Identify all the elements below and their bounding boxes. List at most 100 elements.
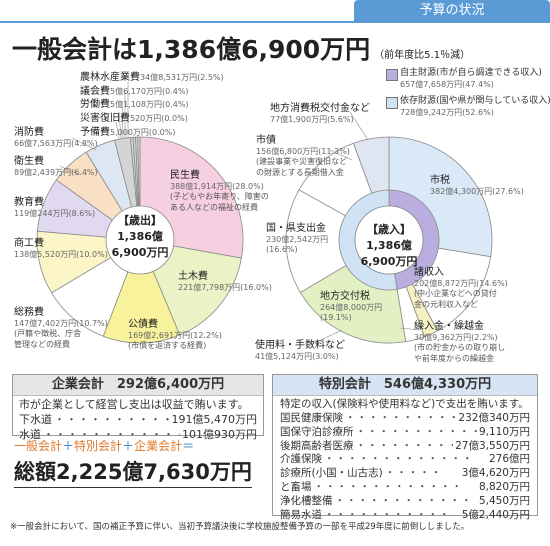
special-row-dots: ・・・・・・・・・・・・・ [313, 481, 463, 494]
label-kosai: 公債費 169億2,691万円(12.2%) (市債を返済する経費) [128, 318, 222, 352]
label-shoko: 商工費 138億5,520万円(10.0%) [14, 237, 108, 260]
leader-lines [59, 82, 431, 346]
legend-izon-value: 728億9,242万円(52.6%) [400, 107, 494, 117]
label-somu-name: 総務費 [14, 307, 44, 318]
leader-line-11 [417, 274, 431, 291]
label-kyoiku: 教育費 119億244万円(8.6%) [14, 196, 95, 219]
label-shizei-name: 市税 [430, 175, 450, 186]
label-kyoiku-name: 教育費 [14, 197, 44, 208]
pie-charts [36, 82, 493, 346]
enterprise-row-value: 101億930万円 [182, 427, 257, 441]
label-shisai: 市債 156億6,800万円(11.3%) (建設事業や災害復旧など の財源とす… [256, 134, 350, 178]
special-row-value: 5,450万円 [478, 495, 530, 508]
legend-izon: 依存財源(国や県が関与している収入) 728億9,242万円(52.6%) [386, 96, 550, 118]
special-row-dots: ・・・・・・・・・・・・・ [324, 453, 474, 466]
leader-line-9 [309, 329, 343, 346]
legend-jishu-name: 自主財源(市が自ら調達できる収入) [400, 68, 542, 78]
label-kokenshishutsu-sub: (16.6%) [266, 245, 298, 255]
special-row-value: 27億3,550万円 [455, 439, 530, 452]
leader-line-6 [59, 165, 81, 176]
enterprise-row-dots: ・・・・・・・・・・・・・・・・・ [43, 427, 180, 441]
label-minsei-value: 388億1,914万円(28.0%) [170, 182, 264, 191]
label-shobo-value: 66億7,563万円(4.8%) [14, 139, 98, 148]
label-shizei: 市税 382億4,300万円(27.6%) [430, 174, 524, 197]
leader-line-2 [121, 101, 124, 139]
special-row: 後期高齢者医療 ・・・・・・・・・ 27億3,550万円 [280, 440, 530, 454]
special-account-title: 特別会計 546億4,330万円 [273, 375, 537, 396]
total-eq-plus-1: ＋ [62, 439, 75, 453]
leader-line-7 [349, 111, 369, 141]
enterprise-row: 下水道 ・・・・・・・・・・・・・・・・ 191億5,470万円 [19, 413, 257, 428]
total-eq-plus-2: ＋ [122, 439, 135, 453]
label-kofuzei-value: 264億8,000万円 [320, 303, 383, 312]
label-doboku-value: 221億7,798万円(16.0%) [178, 283, 272, 292]
special-row: 浄化槽整備 ・・・・・・・・・・・・ 5,450万円 [280, 495, 530, 509]
label-yobi-value: 5,000万円(0.0%) [110, 127, 176, 137]
label-kofuzei: 地方交付税 264億8,000万円 (19.1%) [320, 290, 382, 324]
section-tab: 予算の状況 [354, 0, 550, 22]
expenditure-center-amount-2: 6,900万円 [111, 246, 169, 259]
label-shisai-sub-2: の財源とする長期借入金 [256, 167, 344, 177]
title-note: （前年度比5.1％減） [374, 50, 471, 61]
label-shiyoryo-value: 41億5,124万円(3.0%) [255, 352, 339, 361]
expenditure-slice-2 [102, 238, 181, 344]
special-row-value: 232億340万円 [458, 411, 530, 424]
legend-jishu: 自主財源(市が自ら調達できる収入) 657億7,658万円(47.4%) [386, 68, 542, 90]
label-kosai-value: 169億2,691万円(12.2%) [128, 331, 222, 340]
special-row-value: 8,820万円 [478, 481, 530, 494]
special-row-value: 5億2,440万円 [461, 508, 530, 521]
label-eisei-value: 89億2,439万円(6.4%) [14, 168, 98, 177]
special-row-dots: ・・・・・・・・・・・・ [355, 425, 477, 438]
revenue-inner-ring [338, 189, 440, 291]
revenue-slice-5 [285, 189, 390, 293]
label-rodo-name: 労働費 [80, 99, 110, 111]
expenditure-center-amount-1: 1,386億 [117, 230, 163, 243]
special-row-name: 浄化槽整備 [280, 495, 333, 508]
label-rodo-value: 5億1,108万円(0.4%) [110, 100, 189, 110]
expenditure-center: 【歳出】 1,386億 6,900万円 [108, 212, 172, 260]
special-account-box: 特別会計 546億4,330万円 特定の収入(保険料や使用料など)で支出を賄いま… [272, 374, 538, 521]
label-shobo: 消防費 66億7,563万円(4.8%) [14, 126, 98, 149]
enterprise-row: 水道 ・・・・・・・・・・・・・・・・・ 101億930万円 [19, 428, 257, 443]
label-shoshunyu: 諸収入 202億8,872万円(14.6%) (中小企業などへの貸付 金の元利収… [414, 266, 508, 310]
total-equation: 一般会計＋特別会計＋企業会計＝ [14, 437, 194, 454]
label-somu: 総務費 147億7,402万円(10.7%) (戸籍や徴税、庁舎 管理などの経費 [14, 306, 108, 350]
special-row-name: 診療所(小国・山古志) [280, 467, 383, 480]
expenditure-pie [36, 136, 244, 344]
label-somu-sub-2: 管理などの経費 [14, 339, 70, 349]
label-chihoshohizei-value: 77億1,900万円(5.6%) [270, 115, 354, 124]
revenue-center-amount-2: 6,900万円 [360, 255, 418, 268]
special-row-value: 9,110万円 [478, 425, 530, 438]
label-somu-sub-1: (戸籍や徴税、庁舎 [14, 329, 82, 339]
label-shobo-name: 消防費 [14, 127, 44, 138]
label-chihoshohizei-name: 地方消費税交付金など [270, 103, 370, 114]
special-row: 診療所(小国・山古志) ・・・・・ 3億4,620万円 [280, 467, 530, 481]
label-kokenshishutsu-name: 国・県支出金 [266, 223, 326, 234]
total-eq-sign: ＝ [182, 439, 195, 453]
expenditure-slice-1 [139, 239, 242, 336]
total-eq-enterprise: 企業会計 [134, 439, 183, 453]
label-shisai-sub-1: (建設事業や災害復旧など [256, 157, 348, 167]
special-account-desc: 特定の収入(保険料や使用料など)で支出を賄います。 [280, 398, 529, 410]
label-norin-value: 34億8,531万円(2.5%) [140, 73, 224, 82]
special-row-name: 介護保険 [280, 453, 322, 466]
label-kurikomi-sub-2: や前年度からの繰越金 [414, 353, 494, 363]
special-row: 介護保険 ・・・・・・・・・・・・・ 276億円 [280, 453, 530, 467]
label-kosai-name: 公債費 [128, 319, 158, 330]
label-chihoshohizei: 地方消費税交付金など 77億1,900万円(5.6%) [270, 102, 370, 125]
label-kokenshishutsu-value: 230億2,542万円 [266, 235, 329, 244]
label-shizei-value: 382億4,300万円(27.6%) [430, 187, 524, 196]
label-kosai-sub: (市債を返済する経費) [128, 341, 207, 351]
expenditure-center-head: 【歳出】 [118, 214, 162, 227]
special-row: と畜場 ・・・・・・・・・・・・・ 8,820万円 [280, 481, 530, 495]
enterprise-row-value: 191億5,470万円 [171, 412, 258, 426]
label-saigai-name: 災害復旧費 [80, 113, 130, 125]
label-shiyoryo: 使用料・手数料など 41億5,124万円(3.0%) [255, 339, 345, 362]
label-kurikomi-value: 30億9,362万円(2.2%) [414, 333, 498, 342]
enterprise-account-desc: 市が企業として経営し支出は収益で賄います。 [19, 398, 249, 411]
enterprise-account-box: 企業会計 292億6,400万円 市が企業として経営し支出は収益で賄います。 下… [12, 374, 264, 441]
special-row-dots: ・・・・・・・・・・ [345, 411, 457, 424]
label-gikai-value: 5億6,170万円(0.4%) [110, 86, 189, 96]
footnote: ※一般会計において、国の補正予算に伴い、当初予算議決後に学校施設整備予算の一部を… [10, 522, 470, 532]
label-kofuzei-sub: (19.1%) [320, 313, 352, 323]
